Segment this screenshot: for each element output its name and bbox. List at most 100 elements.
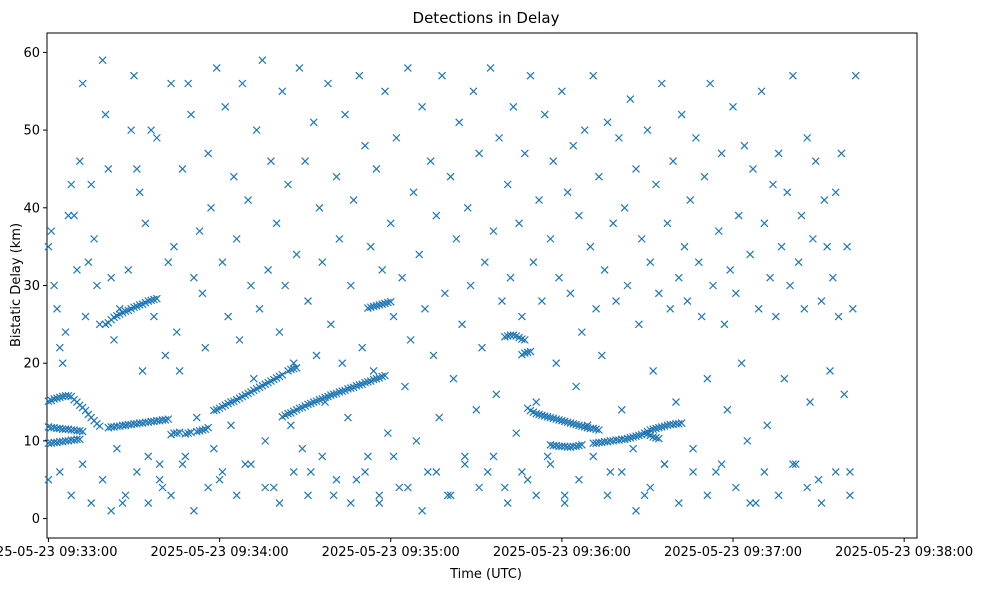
data-point bbox=[771, 312, 780, 321]
data-point bbox=[737, 359, 746, 368]
data-point bbox=[466, 281, 475, 290]
data-point bbox=[540, 412, 549, 420]
data-point bbox=[726, 266, 735, 274]
data-point bbox=[803, 133, 812, 142]
data-point bbox=[580, 126, 589, 135]
data-point bbox=[803, 483, 812, 492]
data-point bbox=[515, 219, 524, 228]
data-point bbox=[78, 427, 87, 436]
data-point bbox=[763, 421, 772, 430]
data-point bbox=[346, 499, 355, 507]
data-point bbox=[107, 506, 116, 515]
data-point bbox=[124, 266, 133, 274]
x-axis: 2025-05-23 09:33:00 2025-05-23 09:34:00 20… bbox=[0, 538, 973, 560]
data-point bbox=[209, 406, 218, 415]
data-point bbox=[352, 475, 361, 484]
data-point bbox=[546, 413, 555, 422]
data-point bbox=[520, 349, 529, 358]
data-point bbox=[107, 273, 116, 282]
data-point bbox=[460, 452, 469, 461]
data-point bbox=[192, 413, 201, 422]
data-point bbox=[674, 499, 683, 507]
data-point bbox=[669, 157, 678, 166]
data-point bbox=[386, 219, 395, 228]
data-point bbox=[518, 312, 526, 321]
data-point bbox=[272, 219, 281, 228]
data-point bbox=[341, 110, 350, 119]
data-point bbox=[766, 273, 775, 282]
data-point bbox=[198, 289, 207, 298]
data-point bbox=[241, 460, 250, 469]
data-point bbox=[851, 71, 860, 80]
data-point bbox=[369, 375, 378, 384]
data-point bbox=[677, 419, 686, 427]
data-point bbox=[626, 95, 635, 103]
data-point bbox=[87, 180, 96, 189]
data-point bbox=[204, 483, 213, 492]
data-point bbox=[306, 468, 315, 476]
data-point bbox=[64, 391, 73, 400]
data-point bbox=[498, 297, 506, 305]
data-point bbox=[127, 126, 136, 135]
data-point bbox=[760, 219, 769, 228]
data-point bbox=[78, 79, 87, 88]
data-point bbox=[694, 258, 703, 267]
data-point bbox=[361, 468, 369, 476]
data-point bbox=[774, 491, 783, 500]
data-point bbox=[132, 165, 141, 173]
data-point bbox=[375, 491, 384, 500]
data-point bbox=[486, 64, 495, 72]
data-point bbox=[150, 312, 158, 321]
data-point bbox=[660, 460, 669, 469]
data-point bbox=[135, 188, 144, 197]
data-point bbox=[315, 395, 324, 404]
data-point bbox=[500, 483, 509, 492]
data-point bbox=[184, 429, 193, 438]
data-point bbox=[797, 211, 806, 220]
data-point bbox=[552, 359, 561, 368]
data-point bbox=[227, 398, 235, 406]
data-point bbox=[714, 227, 723, 236]
data-point bbox=[338, 359, 347, 368]
data-point bbox=[110, 335, 118, 344]
data-point bbox=[53, 304, 61, 313]
data-point bbox=[632, 432, 640, 441]
data-point bbox=[717, 460, 726, 469]
data-point bbox=[381, 299, 389, 308]
data-point bbox=[666, 304, 675, 313]
data-point bbox=[144, 452, 153, 461]
data-point bbox=[597, 351, 606, 360]
data-point bbox=[620, 203, 629, 212]
data-point bbox=[232, 491, 241, 500]
data-point bbox=[446, 172, 455, 181]
data-point bbox=[572, 382, 581, 391]
data-point bbox=[269, 483, 278, 492]
data-point bbox=[172, 328, 181, 337]
data-point bbox=[535, 410, 543, 419]
data-point bbox=[509, 331, 518, 340]
data-point bbox=[589, 452, 598, 461]
data-point bbox=[309, 398, 318, 406]
data-point bbox=[204, 149, 213, 158]
data-point bbox=[503, 180, 512, 189]
data-point bbox=[326, 391, 335, 399]
data-point bbox=[472, 405, 481, 414]
data-point bbox=[500, 332, 509, 341]
data-point bbox=[595, 426, 603, 434]
data-point bbox=[158, 483, 167, 492]
data-point bbox=[315, 203, 324, 212]
data-point bbox=[663, 219, 672, 228]
data-point bbox=[55, 393, 64, 402]
data-point bbox=[401, 382, 409, 391]
data-point bbox=[358, 343, 367, 352]
data-point bbox=[386, 297, 395, 306]
data-point bbox=[95, 422, 104, 431]
data-point bbox=[808, 234, 817, 243]
data-point bbox=[301, 157, 310, 166]
data-point bbox=[395, 483, 404, 492]
data-point bbox=[532, 409, 541, 418]
data-point bbox=[121, 307, 130, 316]
data-point bbox=[529, 258, 538, 267]
data-point bbox=[592, 425, 601, 434]
data-point bbox=[67, 180, 76, 189]
